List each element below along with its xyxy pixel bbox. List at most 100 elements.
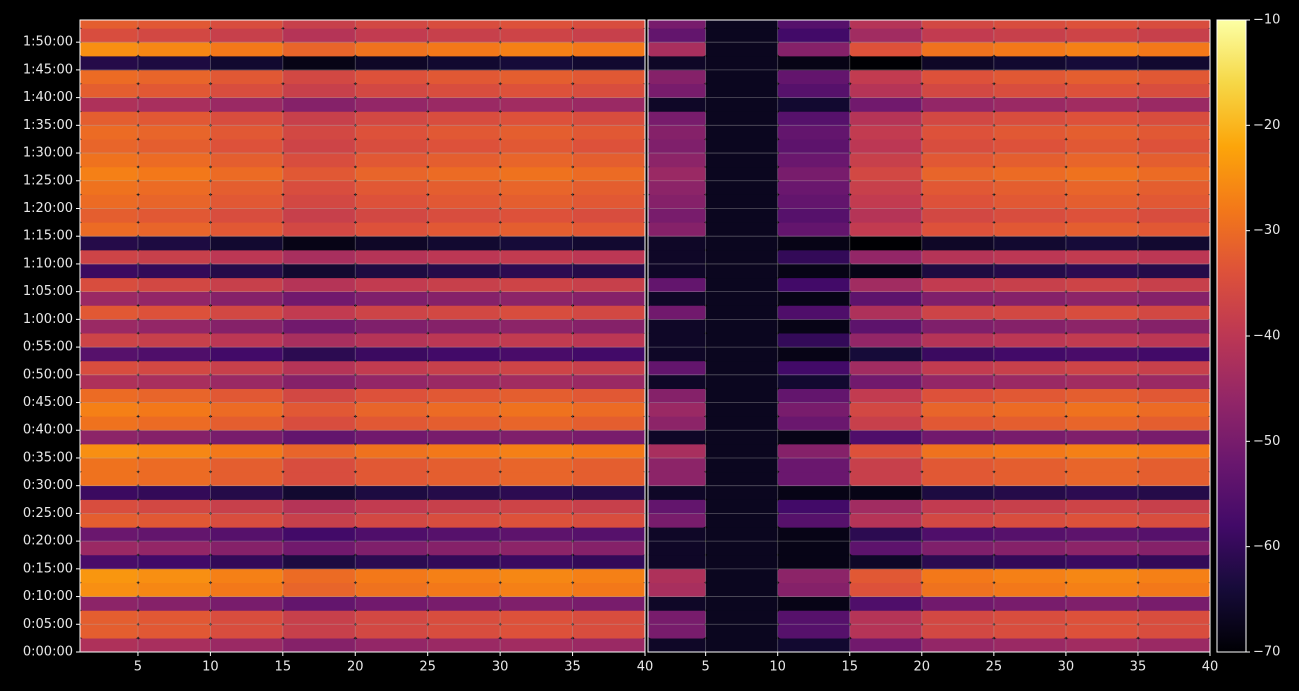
heatmap-cell bbox=[210, 277, 284, 292]
heatmap-cell bbox=[572, 305, 645, 320]
heatmap-cell bbox=[648, 41, 706, 57]
heatmap-cell bbox=[355, 582, 428, 597]
heatmap-cell bbox=[282, 540, 356, 556]
heatmap-cell bbox=[648, 83, 706, 98]
heatmap-cell bbox=[993, 429, 1067, 445]
heatmap-cell bbox=[210, 402, 284, 417]
heatmap-cell bbox=[1137, 97, 1210, 112]
colorbar-tick-label: −50 bbox=[1253, 434, 1280, 449]
heatmap-cell bbox=[210, 526, 284, 542]
heatmap-cell bbox=[210, 235, 284, 251]
heatmap-cell bbox=[572, 596, 645, 611]
heatmap-cell bbox=[137, 485, 211, 500]
heatmap-cell bbox=[80, 457, 139, 473]
heatmap-cell bbox=[500, 97, 573, 112]
heatmap-cell bbox=[777, 235, 851, 251]
heatmap-cell bbox=[80, 526, 139, 542]
heatmap-cell bbox=[572, 277, 645, 292]
heatmap-cell bbox=[355, 554, 428, 570]
heatmap-cell bbox=[137, 111, 211, 126]
heatmap-cell bbox=[80, 28, 139, 43]
x-tick-label: 30 bbox=[492, 660, 509, 675]
heatmap-cell bbox=[210, 152, 284, 168]
y-tick-label: 1:05:00 bbox=[23, 284, 73, 299]
heatmap-cell bbox=[993, 55, 1067, 71]
heatmap-cell bbox=[849, 416, 923, 431]
heatmap-cell bbox=[500, 568, 573, 584]
heatmap-cell bbox=[210, 346, 284, 362]
heatmap-cell bbox=[777, 319, 851, 334]
heatmap-cell bbox=[993, 332, 1067, 348]
heatmap-cell bbox=[355, 55, 428, 71]
heatmap-cell bbox=[648, 97, 706, 112]
heatmap-cell bbox=[210, 471, 284, 486]
heatmap-cell bbox=[282, 138, 356, 154]
heatmap-cell bbox=[572, 388, 645, 403]
heatmap-cell bbox=[705, 97, 778, 112]
heatmap-cell bbox=[1137, 526, 1210, 542]
heatmap-cell bbox=[993, 485, 1067, 500]
heatmap-cell bbox=[355, 235, 428, 251]
x-tick-label: 15 bbox=[275, 660, 292, 675]
heatmap-cell bbox=[355, 513, 428, 528]
heatmap-cell bbox=[572, 97, 645, 112]
heatmap-cell bbox=[993, 319, 1067, 334]
heatmap-cell bbox=[282, 152, 356, 168]
heatmap-cell bbox=[80, 346, 139, 362]
x-tick-label: 20 bbox=[914, 660, 931, 675]
heatmap-cell bbox=[572, 610, 645, 625]
heatmap-cell bbox=[500, 443, 573, 459]
heatmap-cell bbox=[355, 596, 428, 611]
heatmap-cell bbox=[210, 194, 284, 209]
heatmap-cell bbox=[80, 291, 139, 306]
heatmap-cell bbox=[282, 263, 356, 279]
heatmap-cell bbox=[921, 20, 995, 29]
heatmap-cell bbox=[993, 222, 1067, 237]
heatmap-cell bbox=[648, 125, 706, 140]
heatmap-cell bbox=[210, 97, 284, 112]
heatmap-cell bbox=[777, 374, 851, 389]
heatmap-cell bbox=[500, 125, 573, 140]
heatmap-cell bbox=[282, 346, 356, 362]
heatmap-cell bbox=[500, 485, 573, 500]
y-tick-label: 1:15:00 bbox=[23, 229, 73, 244]
y-tick-label: 1:00:00 bbox=[23, 312, 73, 327]
heatmap-cell bbox=[777, 166, 851, 182]
heatmap-cell bbox=[993, 125, 1067, 140]
heatmap-cell bbox=[648, 277, 706, 292]
heatmap-cell bbox=[282, 41, 356, 57]
heatmap-cell bbox=[1137, 194, 1210, 209]
heatmap-cell bbox=[210, 416, 284, 431]
heatmap-cell bbox=[849, 443, 923, 459]
heatmap-cell bbox=[849, 374, 923, 389]
heatmap-cell bbox=[921, 152, 995, 168]
heatmap-cell bbox=[80, 596, 139, 611]
heatmap-cell bbox=[282, 28, 356, 43]
heatmap-cell bbox=[1065, 471, 1139, 486]
heatmap-cell bbox=[500, 208, 573, 223]
heatmap-cell bbox=[355, 97, 428, 112]
heatmap-cell bbox=[427, 582, 501, 597]
heatmap-cell bbox=[921, 222, 995, 237]
heatmap-cell bbox=[500, 152, 573, 168]
heatmap-cell bbox=[849, 125, 923, 140]
heatmap-cell bbox=[849, 263, 923, 279]
heatmap-cell bbox=[355, 208, 428, 223]
heatmap-cell bbox=[210, 291, 284, 306]
heatmap-cell bbox=[1137, 235, 1210, 251]
heatmap-cell bbox=[500, 235, 573, 251]
heatmap-cell bbox=[355, 610, 428, 625]
heatmap-cell bbox=[572, 526, 645, 542]
heatmap-cell bbox=[1065, 208, 1139, 223]
heatmap-cell bbox=[282, 97, 356, 112]
heatmap-cell bbox=[648, 263, 706, 279]
heatmap-cell bbox=[849, 388, 923, 403]
heatmap-cell bbox=[427, 180, 501, 195]
heatmap-cell bbox=[705, 83, 778, 98]
heatmap-cell bbox=[1065, 623, 1139, 639]
heatmap-cell bbox=[210, 637, 284, 652]
heatmap-cell bbox=[1137, 623, 1210, 639]
heatmap-cell bbox=[777, 125, 851, 140]
heatmap-cell bbox=[427, 305, 501, 320]
